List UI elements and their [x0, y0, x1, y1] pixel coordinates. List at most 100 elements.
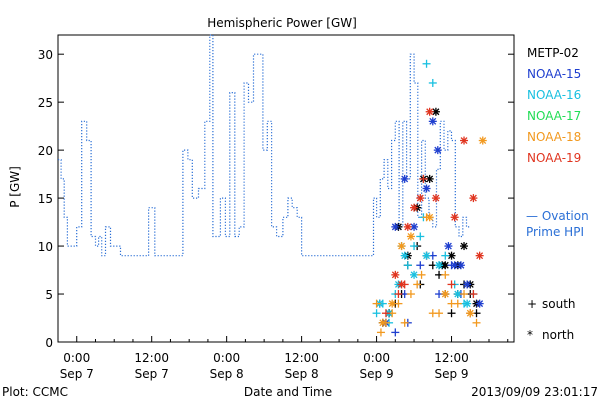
point-south	[472, 318, 481, 327]
point-north	[478, 136, 487, 145]
point-south	[419, 174, 428, 183]
x-axis-label: Date and Time	[244, 385, 332, 399]
x-tick-time: 12:00	[134, 351, 169, 365]
point-south	[413, 280, 422, 289]
point-north	[391, 222, 400, 231]
x-tick-time: 0:00	[363, 351, 390, 365]
point-south	[406, 290, 415, 299]
marker-legend-symbol: +	[527, 297, 537, 311]
point-south	[447, 309, 456, 318]
point-north	[388, 299, 397, 308]
point-north	[460, 242, 469, 251]
point-north	[397, 280, 406, 289]
marker-legend-symbol: *	[527, 328, 533, 342]
footer-timestamp: 2013/09/09 23:01:17	[471, 385, 598, 399]
legend-entry: NOAA-15	[527, 67, 581, 81]
x-tick-date: Sep 9	[434, 367, 468, 381]
point-north	[463, 280, 472, 289]
point-south	[372, 299, 381, 308]
point-south	[469, 290, 478, 299]
marker-legend-label: north	[542, 328, 574, 342]
point-north	[400, 251, 409, 260]
point-north	[456, 261, 465, 270]
x-tick-date: Sep 7	[135, 367, 169, 381]
y-tick-label: 5	[45, 288, 53, 302]
y-tick-label: 25	[38, 96, 53, 110]
point-south	[460, 290, 469, 299]
x-tick-time: 12:00	[284, 351, 319, 365]
point-north	[422, 184, 431, 193]
x-tick-date: Sep 7	[60, 367, 94, 381]
satellite-points-group	[372, 59, 487, 337]
ovation-line-group	[58, 34, 471, 257]
x-tick-time: 0:00	[63, 351, 90, 365]
footer-source: Plot: CCMC	[2, 385, 68, 399]
point-south	[381, 309, 390, 318]
point-north	[410, 203, 419, 212]
legend-group: METP-02 NOAA-15 NOAA-16 NOAA-17 NOAA-18 NOAA-…	[527, 46, 581, 342]
legend-entry: NOAA-16	[527, 88, 581, 102]
chart-title: Hemispheric Power [GW]	[207, 16, 357, 30]
point-north	[406, 232, 415, 241]
x-tick-time: 12:00	[434, 351, 469, 365]
legend-entry: NOAA-17	[527, 109, 581, 123]
point-north	[466, 309, 475, 318]
point-south	[416, 261, 425, 270]
point-north	[403, 222, 412, 231]
y-tick-label: 30	[38, 48, 53, 62]
point-north	[378, 318, 387, 327]
x-tick-date: Sep 9	[360, 367, 394, 381]
point-north	[425, 107, 434, 116]
point-north	[425, 213, 434, 222]
point-south	[391, 328, 400, 337]
y-tick-label: 0	[45, 336, 53, 350]
point-south	[417, 270, 426, 279]
point-north	[416, 194, 425, 203]
legend-entry: NOAA-19	[527, 151, 581, 165]
point-north	[425, 174, 434, 183]
ovation-label-line2: Prime HPI	[526, 225, 584, 239]
ovation-label-line1: — Ovation	[526, 209, 589, 223]
point-north	[435, 261, 444, 270]
point-north	[400, 174, 409, 183]
point-south	[447, 280, 456, 289]
y-axis-label: P [GW]	[8, 166, 22, 208]
point-south	[422, 59, 431, 68]
marker-legend-label: south	[542, 297, 576, 311]
point-south	[428, 78, 437, 87]
y-tick-label: 10	[38, 240, 53, 254]
point-south	[410, 242, 419, 251]
plot-frame	[57, 34, 515, 343]
point-south	[441, 270, 450, 279]
point-north	[397, 242, 406, 251]
point-south	[394, 290, 403, 299]
point-north	[431, 194, 440, 203]
point-north	[469, 194, 478, 203]
x-tick-date: Sep 8	[210, 367, 244, 381]
x-tick-date: Sep 8	[285, 367, 319, 381]
y-tick-label: 15	[38, 192, 53, 206]
point-north	[460, 136, 469, 145]
x-tick-time: 0:00	[213, 351, 240, 365]
point-south	[403, 261, 412, 270]
y-tick-label: 20	[38, 144, 53, 158]
point-north	[475, 251, 484, 260]
legend-entry: METP-02	[527, 46, 579, 60]
point-south	[416, 232, 425, 241]
point-north	[463, 299, 472, 308]
legend-entry: NOAA-18	[527, 130, 581, 144]
axis-ticks-group: 0 5 10 15 20 25 30 0:00 Sep 7 12:00 Sep 7 0:00 Sep 8…	[38, 48, 514, 381]
point-south	[453, 299, 462, 308]
point-north	[441, 290, 450, 299]
point-south	[435, 309, 444, 318]
point-south	[372, 309, 381, 318]
point-north	[433, 146, 442, 155]
point-south	[400, 318, 409, 327]
point-north	[422, 251, 431, 260]
point-north	[410, 270, 419, 279]
point-north	[444, 242, 453, 251]
ovation-line	[58, 34, 471, 257]
point-north	[475, 299, 484, 308]
point-south	[376, 328, 385, 337]
